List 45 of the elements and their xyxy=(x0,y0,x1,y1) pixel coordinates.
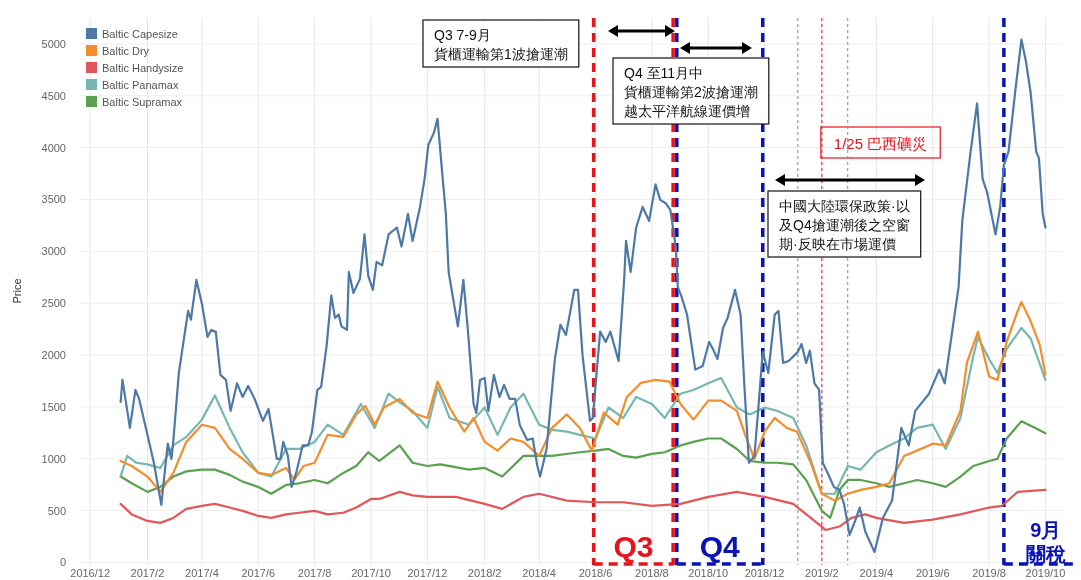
ref-line-label: 9月關稅 xyxy=(1025,519,1066,565)
x-tick-label: 2016/12 xyxy=(70,567,111,579)
x-tick-label: 2017/6 xyxy=(241,567,276,579)
x-tick-label: 2019/2 xyxy=(805,567,839,579)
x-tick-label: 2017/2 xyxy=(130,567,165,579)
x-tick-label: 2017/4 xyxy=(185,567,219,579)
legend-label: Baltic Supramax xyxy=(102,96,183,108)
ref-line-label: Q4 xyxy=(699,530,741,563)
x-tick-label: 2018/2 xyxy=(467,567,502,579)
x-tick-label: 2018/6 xyxy=(578,567,613,579)
x-tick-label: 2017/12 xyxy=(407,567,448,579)
legend-label: Baltic Handysize xyxy=(102,62,184,74)
x-tick-label: 2019/8 xyxy=(972,567,1006,579)
ref-line-label: Q3 xyxy=(613,530,654,563)
y-tick-label: 2000 xyxy=(41,349,66,362)
x-tick-label: 2018/4 xyxy=(522,567,556,579)
y-tick-label: 2500 xyxy=(41,297,66,310)
x-tick-label: 2018/12 xyxy=(744,567,785,579)
annotation: Q3 7-9月貨櫃運輸第1波搶運潮 xyxy=(422,19,580,68)
annotation: Q4 至11月中貨櫃運輸第2波搶運潮越太平洋航線運價增 xyxy=(624,65,758,119)
y-tick-label: 4500 xyxy=(41,89,66,102)
y-tick-label: 4000 xyxy=(41,141,66,154)
x-tick-label: 2019/6 xyxy=(915,567,950,579)
annotation: Q3 7-9月貨櫃運輸第1波搶運潮 xyxy=(434,27,568,62)
legend-label: Baltic Capesize xyxy=(102,28,178,40)
y-tick-label: 0 xyxy=(59,556,66,569)
y-axis-title: Price xyxy=(11,278,23,304)
annotation: Q4 至11月中貨櫃運輸第2波搶運潮越太平洋航線運價增 xyxy=(612,57,770,125)
x-tick-label: 2018/8 xyxy=(635,567,669,579)
x-tick-label: 2017/8 xyxy=(297,567,332,579)
annotation: 中國大陸環保政策·以及Q4搶運潮後之空窗期·反映在市場運價 xyxy=(767,190,922,258)
legend-label: Baltic Dry xyxy=(102,45,150,57)
annotation: 中國大陸環保政策·以及Q4搶運潮後之空窗期·反映在市場運價 xyxy=(779,198,910,252)
legend-label: Baltic Panamax xyxy=(102,79,179,91)
x-tick-label: 2017/10 xyxy=(351,567,391,579)
x-tick-label: 2019/10 xyxy=(1025,567,1066,579)
y-tick-label: 1500 xyxy=(41,400,66,413)
y-tick-label: 3500 xyxy=(41,193,66,206)
ref-line-label: 1/25 巴西礦災 xyxy=(833,135,928,152)
y-tick-label: 3000 xyxy=(41,245,66,258)
y-tick-label: 1000 xyxy=(41,452,66,465)
y-tick-label: 500 xyxy=(47,504,66,517)
x-tick-label: 2018/10 xyxy=(688,567,729,579)
y-tick-label: 5000 xyxy=(41,37,66,50)
x-tick-label: 2019/4 xyxy=(859,567,894,579)
